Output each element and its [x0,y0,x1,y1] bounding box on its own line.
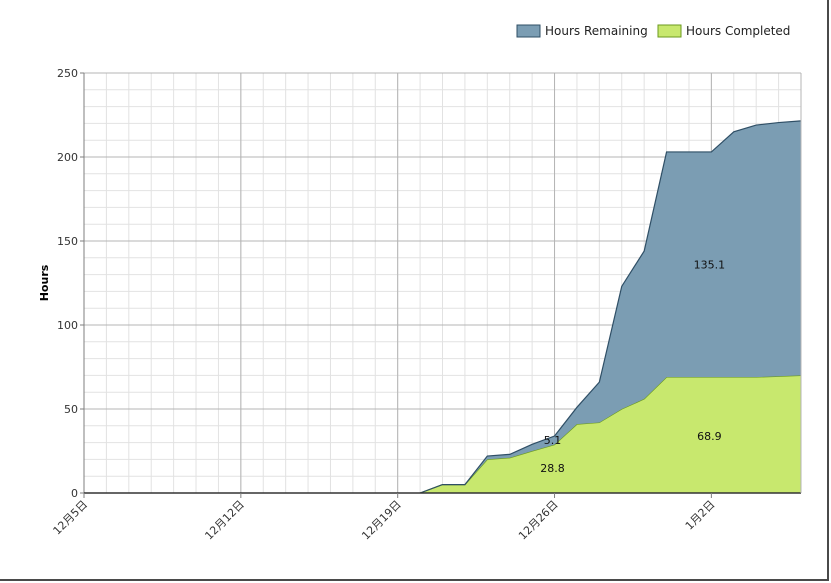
y-tick-label: 0 [71,487,78,500]
legend-label: Hours Completed [686,24,790,38]
y-axis-label: Hours [38,264,51,301]
area-hours-completed [420,375,801,493]
data-labels: 5.1 28.8 135.1 68.9 [540,259,725,475]
x-tick-label: 12月12日 [202,498,247,543]
series-areas [419,120,802,494]
x-tick-label: 12月5日 [51,498,91,538]
y-tick-label: 150 [57,235,78,248]
y-tick-label: 250 [57,67,78,80]
area-hours-remaining [420,120,801,493]
data-label: 135.1 [694,259,726,272]
y-tick-label: 50 [64,403,78,416]
legend-swatch [516,24,541,38]
x-tick-label: 1月2日 [683,498,718,533]
data-label: 5.1 [544,434,562,447]
x-tick-label: 12月26日 [516,498,561,543]
legend: Hours Remaining Hours Completed [516,24,790,38]
y-tick-label: 100 [57,319,78,332]
x-tick-label: 12月19日 [359,498,404,543]
area-hours-remaining-edge [419,120,802,494]
data-label: 68.9 [697,430,722,443]
data-label: 28.8 [540,462,565,475]
y-tick-label: 200 [57,151,78,164]
legend-label: Hours Remaining [545,24,648,38]
legend-swatch [657,24,682,38]
